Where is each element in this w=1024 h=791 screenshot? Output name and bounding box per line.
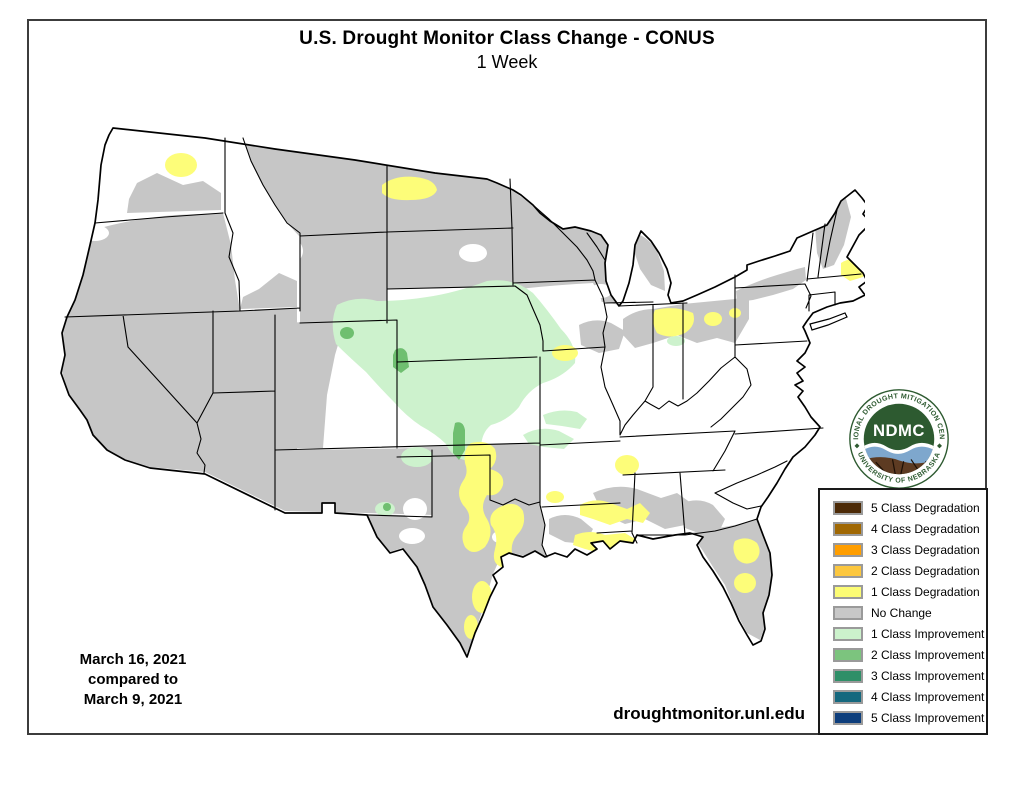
- legend-swatch-5-class-degradation: [833, 500, 863, 515]
- region-degrade1-florida-2: [734, 573, 756, 593]
- region-no-change-colorado-west: [275, 321, 345, 448]
- region-no-change-michigan-north: [633, 233, 665, 291]
- legend-label: 3 Class Degradation: [871, 542, 980, 557]
- page-title: U.S. Drought Monitor Class Change - CONU…: [299, 28, 715, 49]
- region-degrade1-texas-swirl-1: [459, 441, 504, 552]
- logo-star-right: ◆: [937, 442, 942, 449]
- conus-map-svg: [60, 127, 865, 658]
- legend-row: 4 Class Degradation: [833, 518, 986, 539]
- region-degrade1-texas-swirl-2: [490, 503, 525, 567]
- region-nodata-montana-west: [255, 234, 303, 268]
- region-degrade1-missouri-illinois: [552, 345, 578, 361]
- region-no-change-northern-plains: [243, 138, 619, 325]
- region-improve1-indiana-south: [667, 336, 685, 346]
- state-boundaries: [64, 137, 862, 558]
- ndmc-logo: NATIONAL DROUGHT MITIGATION CENTER UNIVE…: [845, 388, 953, 490]
- legend-row: 3 Class Improvement: [833, 665, 986, 686]
- region-nodata-texas-2: [399, 528, 425, 544]
- map-legend: 5 Class Degradation 4 Class Degradation …: [818, 488, 988, 735]
- region-improve2-kansas-oklahoma: [453, 422, 465, 460]
- conus-outline: [60, 127, 865, 658]
- title-block: U.S. Drought Monitor Class Change - CONU…: [27, 28, 987, 73]
- region-no-change-new-york: [736, 267, 806, 302]
- legend-row: 2 Class Degradation: [833, 560, 986, 581]
- website-url: droughtmonitor.unl.edu: [613, 704, 805, 723]
- legend-row: 5 Class Improvement: [833, 707, 986, 728]
- legend-label: 5 Class Improvement: [871, 710, 985, 725]
- region-degrade1-louisiana-north: [546, 491, 564, 503]
- legend-swatch-3-class-degradation: [833, 542, 863, 557]
- region-nodata-texas-1: [403, 498, 427, 520]
- region-degrade1-montana: [382, 176, 437, 201]
- region-improve1-kentucky-tennessee: [543, 410, 587, 429]
- region-improve1-missouri-west: [521, 358, 549, 376]
- region-no-change-washington: [127, 173, 221, 213]
- legend-row: 4 Class Improvement: [833, 686, 986, 707]
- region-no-change-missouri-illinois: [579, 320, 625, 353]
- comparison-dates: March 16, 2021 compared to March 9, 2021: [48, 650, 218, 710]
- legend-swatch-4-class-improvement: [833, 689, 863, 704]
- region-degrade1-texas-south-1: [472, 581, 492, 613]
- legend-label: No Change: [871, 605, 932, 620]
- region-no-change-tennessee-dot: [527, 484, 537, 492]
- date-end: March 9, 2021: [83, 691, 183, 708]
- legend-swatch-1-class-improvement: [833, 626, 863, 641]
- legend-row: 1 Class Degradation: [833, 581, 986, 602]
- legend-label: 2 Class Improvement: [871, 647, 985, 662]
- legend-row: 2 Class Improvement: [833, 644, 986, 665]
- region-degrade1-indiana-ohio: [652, 308, 694, 337]
- legend-label: 2 Class Degradation: [871, 563, 980, 578]
- region-no-change-georgia-sw: [683, 500, 725, 534]
- region-improve1-central-plains: [332, 280, 576, 461]
- conus-map: [35, 105, 865, 665]
- region-improve2-colorado-1: [340, 327, 354, 339]
- region-no-change-idaho-south: [240, 273, 297, 309]
- region-degrade1-florida-1: [733, 538, 760, 564]
- legend-swatch-no-change: [833, 605, 863, 620]
- region-nodata-oregon-nw: [81, 225, 109, 241]
- legend-row: 1 Class Improvement: [833, 623, 986, 644]
- legend-label: 5 Class Degradation: [871, 500, 980, 515]
- legend-row: No Change: [833, 602, 986, 623]
- legend-row: 5 Class Degradation: [833, 497, 986, 518]
- region-nodata-south-dakota: [459, 244, 487, 262]
- page-subtitle: 1 Week: [476, 52, 538, 72]
- long-island: [809, 312, 848, 331]
- logo-earth-cracks: [875, 459, 927, 475]
- logo-acronym: NDMC: [873, 421, 925, 440]
- region-improve2-texas-west-dot: [383, 503, 391, 511]
- region-degrade1-texas-south-2: [464, 615, 478, 639]
- region-no-change-southwest: [62, 213, 432, 515]
- legend-label: 4 Class Improvement: [871, 689, 985, 704]
- legend-row: 3 Class Degradation: [833, 539, 986, 560]
- legend-swatch-4-class-degradation: [833, 521, 863, 536]
- region-nodata-wisconsin-se: [590, 284, 612, 298]
- legend-label: 1 Class Degradation: [871, 584, 980, 599]
- legend-swatch-5-class-improvement: [833, 710, 863, 725]
- date-compared-to: compared to: [87, 671, 178, 688]
- legend-swatch-3-class-improvement: [833, 668, 863, 683]
- legend-label: 4 Class Degradation: [871, 521, 980, 536]
- legend-swatch-1-class-degradation: [833, 584, 863, 599]
- date-start: March 16, 2021: [79, 651, 187, 668]
- ndmc-logo-svg: NATIONAL DROUGHT MITIGATION CENTER UNIVE…: [845, 388, 949, 489]
- region-degrade1-alabama-north: [615, 455, 639, 475]
- region-degrade1-washington: [165, 153, 197, 177]
- legend-swatch-2-class-improvement: [833, 647, 863, 662]
- region-no-change-texas-oklahoma: [367, 443, 547, 655]
- map-data-regions: [62, 138, 865, 655]
- logo-star-left: ◆: [854, 442, 859, 449]
- legend-swatch-2-class-degradation: [833, 563, 863, 578]
- region-degrade1-ohio: [704, 312, 722, 326]
- legend-label: 1 Class Improvement: [871, 626, 985, 641]
- legend-label: 3 Class Improvement: [871, 668, 985, 683]
